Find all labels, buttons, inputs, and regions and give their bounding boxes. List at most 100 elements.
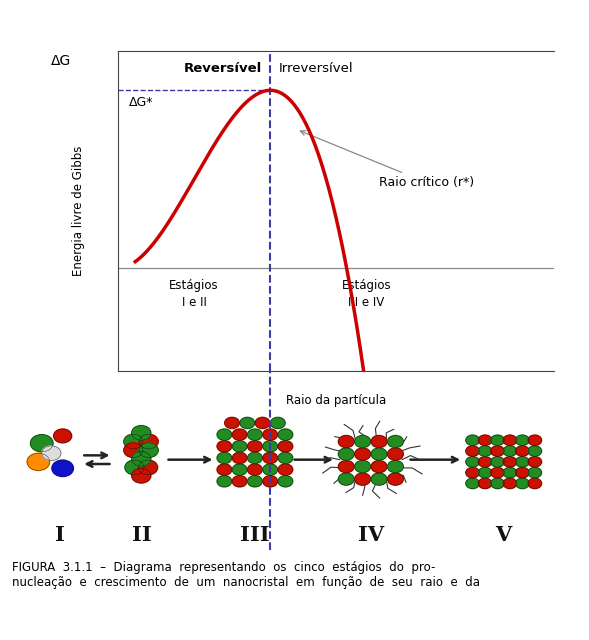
Circle shape <box>371 461 387 472</box>
Circle shape <box>132 426 151 440</box>
Circle shape <box>125 460 144 475</box>
Circle shape <box>217 452 231 463</box>
Circle shape <box>124 443 143 458</box>
Circle shape <box>217 464 231 476</box>
Circle shape <box>503 435 517 445</box>
Circle shape <box>388 473 403 485</box>
Circle shape <box>355 461 370 472</box>
Circle shape <box>263 476 277 487</box>
Circle shape <box>247 429 262 440</box>
Text: ΔG: ΔG <box>51 54 71 68</box>
Circle shape <box>515 446 529 456</box>
Circle shape <box>338 435 354 447</box>
Circle shape <box>278 464 293 476</box>
Circle shape <box>338 448 354 460</box>
Text: II: II <box>132 525 152 545</box>
Circle shape <box>478 478 492 488</box>
Circle shape <box>139 434 158 449</box>
Text: Energia livre de Gibbs: Energia livre de Gibbs <box>72 146 85 276</box>
Circle shape <box>478 435 492 445</box>
Text: I: I <box>55 525 65 545</box>
Circle shape <box>278 429 293 440</box>
Circle shape <box>338 473 354 485</box>
Circle shape <box>371 435 387 447</box>
Circle shape <box>528 467 542 478</box>
Circle shape <box>355 448 370 460</box>
Circle shape <box>388 461 403 472</box>
Circle shape <box>503 457 517 467</box>
Circle shape <box>240 417 254 429</box>
Circle shape <box>355 473 370 485</box>
Circle shape <box>255 417 270 429</box>
Circle shape <box>528 446 542 456</box>
Circle shape <box>278 452 293 463</box>
Circle shape <box>478 457 492 467</box>
Circle shape <box>491 478 504 488</box>
Text: III: III <box>240 525 270 545</box>
Circle shape <box>224 417 239 429</box>
Text: V: V <box>495 525 512 545</box>
Circle shape <box>232 476 247 487</box>
Circle shape <box>515 467 529 478</box>
Circle shape <box>503 478 517 488</box>
Circle shape <box>388 448 403 460</box>
Circle shape <box>232 429 247 440</box>
Circle shape <box>139 443 158 458</box>
Circle shape <box>263 464 277 476</box>
Circle shape <box>132 468 151 483</box>
Circle shape <box>491 467 504 478</box>
Circle shape <box>263 429 277 440</box>
Text: Raio da partícula: Raio da partícula <box>286 394 386 406</box>
Circle shape <box>247 476 262 487</box>
Text: Reversível: Reversível <box>183 62 262 75</box>
Circle shape <box>355 435 370 447</box>
Circle shape <box>247 452 262 463</box>
Circle shape <box>27 453 49 470</box>
Circle shape <box>466 478 479 488</box>
Circle shape <box>528 457 542 467</box>
Circle shape <box>503 446 517 456</box>
Circle shape <box>217 476 231 487</box>
Circle shape <box>371 448 387 460</box>
Circle shape <box>132 451 151 466</box>
Circle shape <box>515 478 529 488</box>
Circle shape <box>232 464 247 476</box>
Circle shape <box>491 446 504 456</box>
Text: Estágios
I e II: Estágios I e II <box>169 279 219 308</box>
Circle shape <box>478 446 492 456</box>
Text: Irreversível: Irreversível <box>279 62 353 75</box>
Circle shape <box>491 435 504 445</box>
Circle shape <box>466 467 479 478</box>
Circle shape <box>466 457 479 467</box>
Circle shape <box>466 435 479 445</box>
Circle shape <box>54 429 72 443</box>
Circle shape <box>217 429 231 440</box>
Circle shape <box>466 446 479 456</box>
Circle shape <box>478 467 492 478</box>
Circle shape <box>52 460 74 477</box>
Text: Raio crítico (r*): Raio crítico (r*) <box>300 131 475 189</box>
Circle shape <box>528 435 542 445</box>
Circle shape <box>263 441 277 452</box>
Circle shape <box>503 467 517 478</box>
Circle shape <box>217 441 231 452</box>
Circle shape <box>31 435 53 452</box>
Circle shape <box>247 441 262 452</box>
Circle shape <box>138 460 158 475</box>
Circle shape <box>278 476 293 487</box>
Circle shape <box>388 435 403 447</box>
Circle shape <box>371 473 387 485</box>
Circle shape <box>124 434 143 449</box>
Circle shape <box>515 435 529 445</box>
Circle shape <box>232 452 247 463</box>
Text: ΔG*: ΔG* <box>129 95 153 109</box>
Circle shape <box>247 464 262 476</box>
Circle shape <box>515 457 529 467</box>
Circle shape <box>263 452 277 463</box>
Circle shape <box>491 457 504 467</box>
Text: Estágios
III e IV: Estágios III e IV <box>342 279 391 308</box>
Circle shape <box>528 478 542 488</box>
Text: FIGURA  3.1.1  –  Diagrama  representando  os  cinco  estágios  do  pro-
nucleaç: FIGURA 3.1.1 – Diagrama representando os… <box>12 561 480 589</box>
Circle shape <box>270 417 285 429</box>
Circle shape <box>338 461 354 472</box>
